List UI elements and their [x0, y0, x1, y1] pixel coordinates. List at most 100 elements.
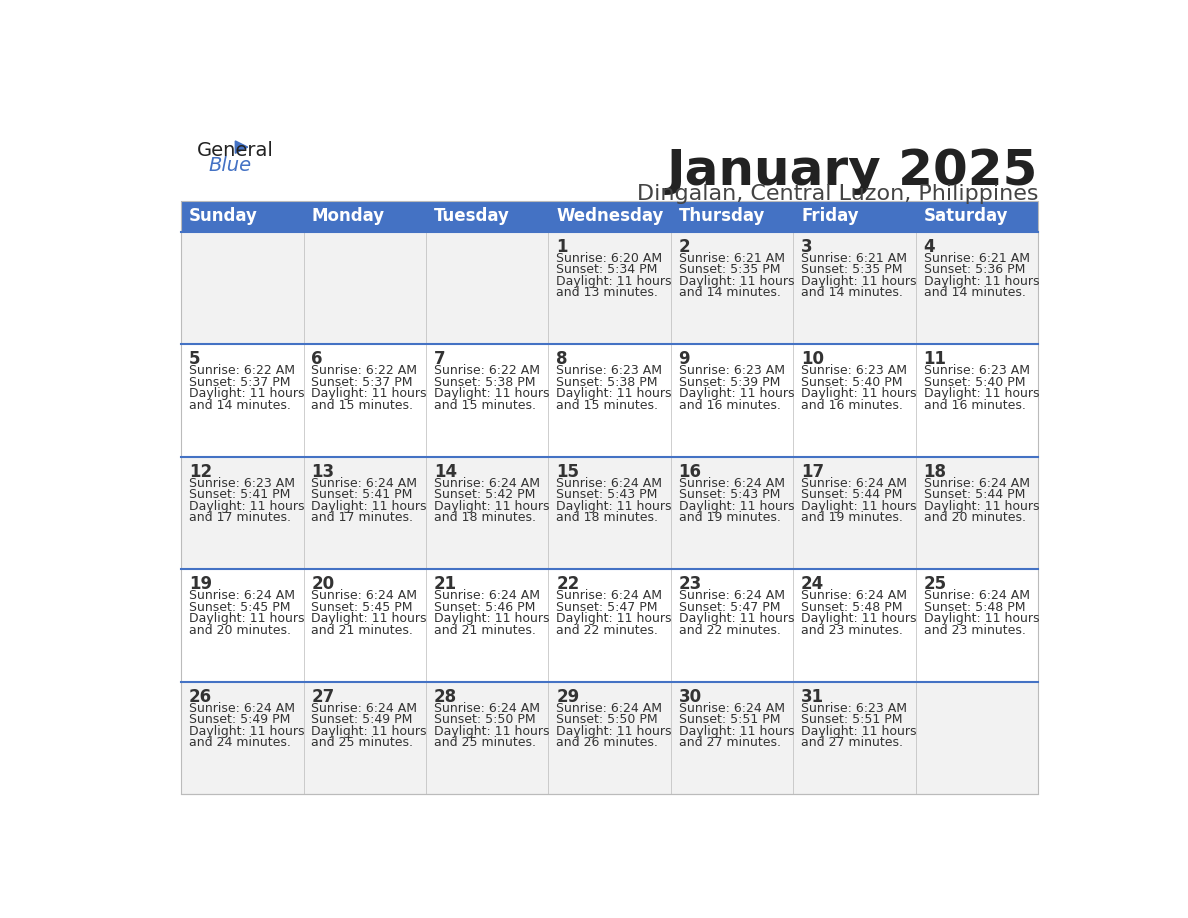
Text: and 16 minutes.: and 16 minutes. [801, 399, 903, 412]
Text: Daylight: 11 hours: Daylight: 11 hours [801, 724, 917, 738]
Text: 12: 12 [189, 463, 211, 481]
Bar [181, 569, 1038, 681]
Text: and 19 minutes.: and 19 minutes. [801, 511, 903, 524]
Text: 28: 28 [434, 688, 457, 706]
Text: Sunrise: 6:20 AM: Sunrise: 6:20 AM [556, 252, 662, 264]
Text: Sunset: 5:38 PM: Sunset: 5:38 PM [434, 375, 536, 389]
Text: Thursday: Thursday [678, 207, 765, 226]
Bar [181, 232, 1038, 344]
Bar [181, 456, 1038, 569]
Text: Sunrise: 6:22 AM: Sunrise: 6:22 AM [189, 364, 295, 377]
Text: Sunset: 5:47 PM: Sunset: 5:47 PM [556, 600, 658, 613]
Text: Sunrise: 6:24 AM: Sunrise: 6:24 AM [923, 589, 1030, 602]
Text: and 21 minutes.: and 21 minutes. [311, 623, 413, 637]
Text: and 19 minutes.: and 19 minutes. [678, 511, 781, 524]
Text: Sunset: 5:35 PM: Sunset: 5:35 PM [801, 263, 903, 276]
Text: Sunrise: 6:22 AM: Sunrise: 6:22 AM [311, 364, 417, 377]
Text: Sunrise: 6:21 AM: Sunrise: 6:21 AM [923, 252, 1030, 264]
Text: 5: 5 [189, 351, 201, 368]
Text: Daylight: 11 hours: Daylight: 11 hours [189, 499, 304, 513]
Text: Sunrise: 6:24 AM: Sunrise: 6:24 AM [801, 476, 908, 489]
Text: Sunset: 5:41 PM: Sunset: 5:41 PM [311, 488, 412, 501]
Text: Sunrise: 6:24 AM: Sunrise: 6:24 AM [556, 701, 662, 714]
Text: and 26 minutes.: and 26 minutes. [556, 736, 658, 749]
Text: Daylight: 11 hours: Daylight: 11 hours [189, 387, 304, 400]
Text: 4: 4 [923, 238, 935, 256]
Text: Sunrise: 6:24 AM: Sunrise: 6:24 AM [923, 476, 1030, 489]
Text: 26: 26 [189, 688, 211, 706]
Text: Sunset: 5:45 PM: Sunset: 5:45 PM [311, 600, 412, 613]
Text: Sunrise: 6:24 AM: Sunrise: 6:24 AM [434, 589, 539, 602]
Text: Sunrise: 6:24 AM: Sunrise: 6:24 AM [311, 589, 417, 602]
Text: Saturday: Saturday [923, 207, 1007, 226]
Text: Sunrise: 6:23 AM: Sunrise: 6:23 AM [801, 364, 908, 377]
Text: 30: 30 [678, 688, 702, 706]
Text: Sunrise: 6:24 AM: Sunrise: 6:24 AM [678, 476, 784, 489]
Text: Sunrise: 6:24 AM: Sunrise: 6:24 AM [801, 589, 908, 602]
Text: Dingalan, Central Luzon, Philippines: Dingalan, Central Luzon, Philippines [637, 185, 1038, 204]
Text: and 21 minutes.: and 21 minutes. [434, 623, 536, 637]
Text: and 22 minutes.: and 22 minutes. [556, 623, 658, 637]
Text: Daylight: 11 hours: Daylight: 11 hours [801, 387, 917, 400]
Text: Daylight: 11 hours: Daylight: 11 hours [923, 499, 1040, 513]
Text: Daylight: 11 hours: Daylight: 11 hours [189, 612, 304, 625]
Text: Sunrise: 6:24 AM: Sunrise: 6:24 AM [678, 589, 784, 602]
Text: Daylight: 11 hours: Daylight: 11 hours [923, 612, 1040, 625]
Text: 17: 17 [801, 463, 824, 481]
Polygon shape [235, 141, 248, 153]
Text: and 14 minutes.: and 14 minutes. [678, 286, 781, 299]
Text: and 25 minutes.: and 25 minutes. [434, 736, 536, 749]
Text: 16: 16 [678, 463, 702, 481]
Text: 18: 18 [923, 463, 947, 481]
Text: 20: 20 [311, 576, 334, 593]
Text: Sunset: 5:39 PM: Sunset: 5:39 PM [678, 375, 781, 389]
Text: Daylight: 11 hours: Daylight: 11 hours [311, 387, 426, 400]
Text: Sunrise: 6:21 AM: Sunrise: 6:21 AM [678, 252, 784, 264]
Text: Sunrise: 6:22 AM: Sunrise: 6:22 AM [434, 364, 539, 377]
Text: 29: 29 [556, 688, 580, 706]
Text: Daylight: 11 hours: Daylight: 11 hours [556, 274, 671, 288]
Text: 27: 27 [311, 688, 335, 706]
Text: Sunset: 5:40 PM: Sunset: 5:40 PM [923, 375, 1025, 389]
Text: Daylight: 11 hours: Daylight: 11 hours [311, 612, 426, 625]
Text: Sunset: 5:51 PM: Sunset: 5:51 PM [678, 713, 781, 726]
Text: 2: 2 [678, 238, 690, 256]
Text: and 18 minutes.: and 18 minutes. [434, 511, 536, 524]
Text: Sunday: Sunday [189, 207, 258, 226]
Text: Friday: Friday [801, 207, 859, 226]
Text: Daylight: 11 hours: Daylight: 11 hours [556, 612, 671, 625]
Text: and 18 minutes.: and 18 minutes. [556, 511, 658, 524]
Text: Sunrise: 6:24 AM: Sunrise: 6:24 AM [434, 476, 539, 489]
Text: Sunset: 5:44 PM: Sunset: 5:44 PM [923, 488, 1025, 501]
Text: General: General [196, 141, 273, 160]
Text: and 14 minutes.: and 14 minutes. [189, 399, 291, 412]
Text: Daylight: 11 hours: Daylight: 11 hours [678, 612, 794, 625]
Text: Sunset: 5:40 PM: Sunset: 5:40 PM [801, 375, 903, 389]
Text: Sunrise: 6:24 AM: Sunrise: 6:24 AM [434, 701, 539, 714]
Text: and 20 minutes.: and 20 minutes. [923, 511, 1025, 524]
Text: and 15 minutes.: and 15 minutes. [311, 399, 413, 412]
Text: January 2025: January 2025 [666, 147, 1038, 196]
Text: Sunset: 5:48 PM: Sunset: 5:48 PM [923, 600, 1025, 613]
Text: and 20 minutes.: and 20 minutes. [189, 623, 291, 637]
Text: Sunset: 5:42 PM: Sunset: 5:42 PM [434, 488, 535, 501]
Text: and 25 minutes.: and 25 minutes. [311, 736, 413, 749]
Text: Sunrise: 6:24 AM: Sunrise: 6:24 AM [311, 701, 417, 714]
Text: and 24 minutes.: and 24 minutes. [189, 736, 291, 749]
Text: and 22 minutes.: and 22 minutes. [678, 623, 781, 637]
Text: 21: 21 [434, 576, 457, 593]
Text: Sunrise: 6:24 AM: Sunrise: 6:24 AM [189, 701, 295, 714]
Text: 13: 13 [311, 463, 334, 481]
Text: Sunset: 5:43 PM: Sunset: 5:43 PM [556, 488, 657, 501]
Text: 25: 25 [923, 576, 947, 593]
Text: Daylight: 11 hours: Daylight: 11 hours [434, 387, 549, 400]
Text: Sunset: 5:51 PM: Sunset: 5:51 PM [801, 713, 903, 726]
Text: 11: 11 [923, 351, 947, 368]
Text: Sunrise: 6:21 AM: Sunrise: 6:21 AM [801, 252, 908, 264]
Text: Daylight: 11 hours: Daylight: 11 hours [923, 387, 1040, 400]
Text: 15: 15 [556, 463, 580, 481]
Text: and 14 minutes.: and 14 minutes. [801, 286, 903, 299]
Text: Daylight: 11 hours: Daylight: 11 hours [801, 612, 917, 625]
Text: Sunset: 5:50 PM: Sunset: 5:50 PM [556, 713, 658, 726]
Text: Sunset: 5:46 PM: Sunset: 5:46 PM [434, 600, 535, 613]
